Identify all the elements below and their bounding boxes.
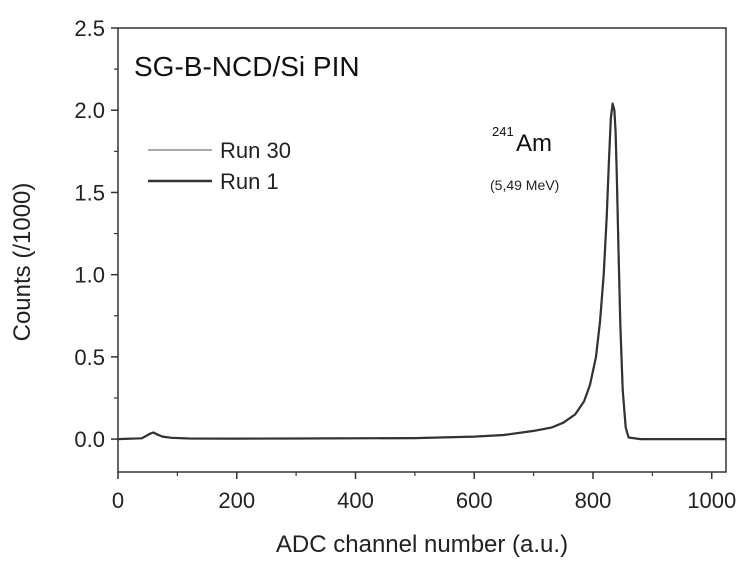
chart-title: SG-B-NCD/Si PIN: [134, 51, 360, 82]
y-tick-label: 1.5: [74, 180, 105, 205]
x-tick-label: 600: [456, 488, 493, 513]
legend-label-run-30: Run 30: [220, 138, 291, 163]
legend-label-run-1: Run 1: [220, 169, 279, 194]
x-tick-label: 200: [218, 488, 255, 513]
x-tick-label: 400: [337, 488, 374, 513]
x-axis-title: ADC channel number (a.u.): [276, 531, 568, 558]
x-tick-label: 1000: [687, 488, 736, 513]
peak-energy-label: (5,49 MeV): [490, 177, 559, 193]
plot-frame-layer: [117, 27, 727, 473]
y-tick-label: 2.0: [74, 98, 105, 123]
series-layer: [117, 102, 726, 441]
x-tick-label: 0: [112, 488, 124, 513]
y-tick-label: 2.5: [74, 16, 105, 41]
y-axis-title: Counts (/1000): [9, 183, 36, 342]
y-tick-label: 0.5: [74, 345, 105, 370]
peak-annotation: 241 Am (5,49 MeV): [490, 124, 559, 193]
series-line-run-30: [117, 104, 726, 441]
y-tick-label: 0.0: [74, 427, 105, 452]
x-tick-label: 800: [575, 488, 612, 513]
series-line-run-1: [117, 102, 726, 441]
y-tick-label: 1.0: [74, 263, 105, 288]
legend: Run 30 Run 1: [148, 138, 291, 194]
plot-area-frame: [117, 27, 727, 473]
isotope-mass-number: 241: [492, 124, 514, 139]
isotope-symbol: Am: [516, 130, 552, 157]
axis-layer: 0 200 400 600 800 1000 0.0 0.5 1.0 1.5 2.0 2.5: [74, 16, 736, 513]
